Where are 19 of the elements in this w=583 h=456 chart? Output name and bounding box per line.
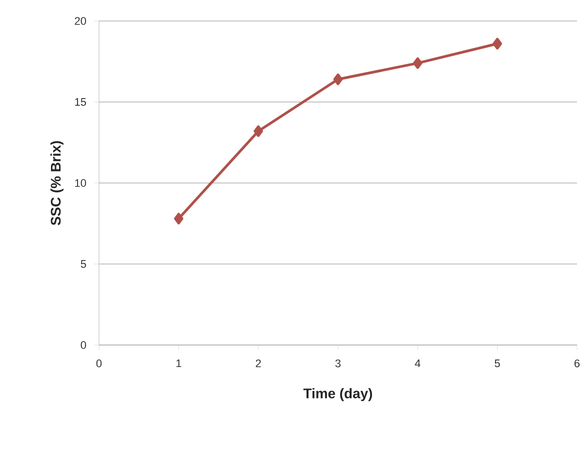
y-tick-label: 5 bbox=[80, 260, 86, 268]
point bbox=[254, 125, 264, 137]
point bbox=[412, 57, 422, 69]
y-tick-label: 10 bbox=[75, 179, 86, 187]
x-axis-title: Time (day) bbox=[303, 388, 372, 402]
x-tick-label: 2 bbox=[256, 360, 261, 368]
x-tick-label: 1 bbox=[176, 360, 182, 368]
x-tick-label: 0 bbox=[96, 360, 102, 368]
x-tick-label: 5 bbox=[494, 360, 500, 368]
y-tick-label: 20 bbox=[74, 17, 86, 25]
y-tick-label: 0 bbox=[80, 341, 86, 349]
y-tick-label: 15 bbox=[75, 98, 86, 106]
x-tick-label: 6 bbox=[574, 360, 580, 368]
point bbox=[492, 38, 502, 50]
y-axis-title: SSC (% Brix) bbox=[50, 141, 64, 226]
x-tick-label: 4 bbox=[414, 360, 420, 368]
x-tick-label: 3 bbox=[335, 360, 341, 368]
point bbox=[174, 212, 184, 224]
point bbox=[333, 74, 343, 86]
